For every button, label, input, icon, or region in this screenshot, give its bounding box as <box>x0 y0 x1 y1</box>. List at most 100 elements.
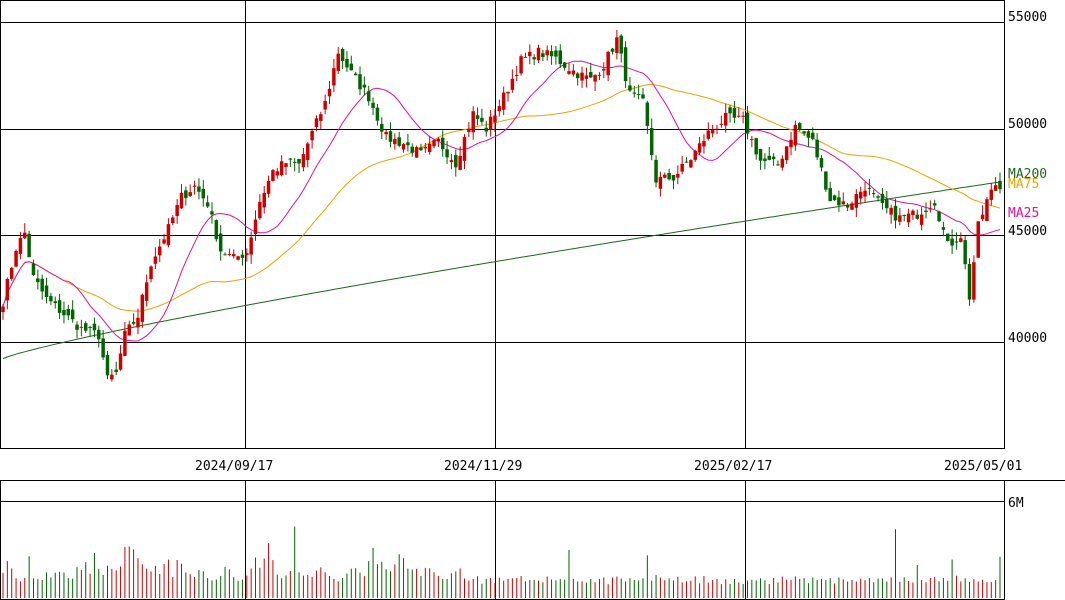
candle-body <box>723 112 728 126</box>
candle-body <box>110 374 114 380</box>
candle-body <box>493 115 497 123</box>
candle-body <box>689 160 693 168</box>
candle-body <box>663 174 667 178</box>
candle-body <box>414 147 419 158</box>
candle-body <box>697 143 702 153</box>
candle-body <box>623 47 628 82</box>
candle-body <box>297 158 301 164</box>
candle-body <box>131 321 136 324</box>
candle-body <box>911 210 915 216</box>
candle-body <box>541 53 545 58</box>
candle-body <box>88 326 92 328</box>
candle-body <box>440 137 445 150</box>
candle-body <box>867 187 872 189</box>
candle-body <box>615 37 619 53</box>
candle-body <box>946 233 950 242</box>
candle-body <box>454 155 458 168</box>
candle-body <box>658 176 663 189</box>
candle-body <box>645 102 650 126</box>
candle-body <box>954 241 959 243</box>
candle-body <box>201 188 206 199</box>
candle-body <box>676 173 680 178</box>
candle-body <box>23 232 27 239</box>
candle-body <box>580 72 584 81</box>
candle-body <box>9 267 14 279</box>
candle-body <box>963 240 967 265</box>
candle-body <box>789 139 793 148</box>
candle-body <box>841 201 846 205</box>
candle-body <box>932 203 937 206</box>
candle-body <box>767 155 771 160</box>
candle-body <box>893 205 898 221</box>
candle-body <box>915 214 920 219</box>
candle-body <box>314 118 319 127</box>
candle-body <box>62 309 66 316</box>
candlesticks <box>1 29 1002 382</box>
candle-body <box>819 158 824 168</box>
grid <box>0 0 1005 600</box>
candle-body <box>641 94 645 99</box>
candle-body <box>719 123 724 125</box>
candle-body <box>97 329 101 340</box>
candle-body <box>236 256 240 260</box>
candle-body <box>232 254 236 257</box>
candle-body <box>702 141 706 147</box>
candle-body <box>558 50 563 65</box>
candle-body <box>349 63 354 71</box>
candle-body <box>462 137 467 161</box>
candle-body <box>571 70 576 75</box>
candle-body <box>567 71 571 74</box>
candle-body <box>253 219 258 234</box>
candle-body <box>484 127 489 132</box>
candle-body <box>92 323 97 331</box>
candle-body <box>837 197 841 206</box>
candle-body <box>432 140 436 147</box>
candle-body <box>210 211 214 215</box>
candle-body <box>510 78 515 90</box>
candle-body <box>763 158 767 162</box>
candle-body <box>371 102 375 108</box>
candle-body <box>306 143 310 161</box>
candle-body <box>828 188 832 202</box>
ma25-path <box>2 60 1001 342</box>
x-tick-label: 2024/11/29 <box>444 459 522 474</box>
candle-body <box>345 58 349 68</box>
candle-body <box>706 130 711 139</box>
candle-body <box>114 369 118 372</box>
candle-body <box>449 160 454 163</box>
candle-body <box>745 112 750 134</box>
candle-body <box>562 62 567 68</box>
price-panel <box>0 0 1005 449</box>
candle-body <box>715 128 719 130</box>
candle-body <box>149 266 153 280</box>
candle-body <box>162 239 166 244</box>
candle-body <box>319 114 323 121</box>
candle-body <box>188 192 192 196</box>
candle-body <box>488 116 493 131</box>
candle-body <box>18 238 23 254</box>
candle-body <box>284 163 288 168</box>
candle-body <box>471 111 475 133</box>
candle-body <box>49 296 53 302</box>
candle-body <box>684 161 689 163</box>
candle-body <box>323 100 327 110</box>
candle-body <box>375 107 380 121</box>
ma200-line <box>2 181 1001 360</box>
candle-body <box>584 75 589 79</box>
candle-body <box>301 154 306 168</box>
candle-body <box>249 237 253 255</box>
volume-bars <box>2 526 1001 598</box>
candle-body <box>380 123 384 132</box>
candle-body <box>362 84 367 88</box>
ma200-label: MA200 <box>1008 167 1047 182</box>
candle-body <box>549 51 554 57</box>
candle-body <box>919 214 924 225</box>
candle-body <box>436 138 441 142</box>
y-tick-label: 55000 <box>1008 10 1047 25</box>
candle-body <box>793 124 798 146</box>
ma75-path <box>2 83 1001 312</box>
candle-body <box>227 253 232 255</box>
x-tick-label: 2024/09/17 <box>195 459 273 474</box>
candle-body <box>671 175 676 181</box>
